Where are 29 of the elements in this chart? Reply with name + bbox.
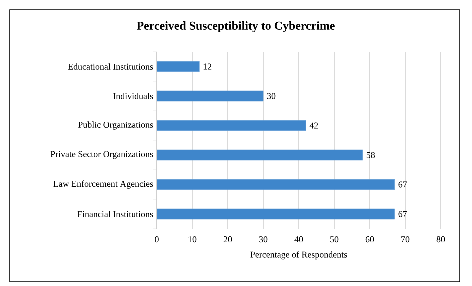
- y-tick-label: Educational Institutions: [68, 64, 154, 70]
- x-tick-label: 60: [366, 236, 374, 243]
- y-tick-label: Financial Institutions: [78, 211, 154, 218]
- x-tick-label: 50: [330, 236, 339, 243]
- x-tick-label: 20: [224, 236, 232, 243]
- x-tick-label: 70: [402, 236, 410, 243]
- x-tick-label: 30: [259, 236, 268, 243]
- y-tick-label: Private Sector Organizations: [50, 151, 154, 160]
- x-axis-title: Percentage of Respondents: [250, 251, 348, 260]
- data-label: 67: [398, 182, 408, 188]
- bar: [157, 150, 364, 161]
- bar: [157, 208, 396, 220]
- x-tick-label: 10: [188, 236, 197, 243]
- y-tick-label: Law Enforcement Agencies: [54, 180, 154, 189]
- data-label: 12: [204, 64, 212, 70]
- data-label: 67: [398, 211, 408, 218]
- bar: [157, 90, 264, 102]
- bar: [157, 120, 306, 132]
- chart-title: Perceived Susceptibility to Cybercrime: [136, 22, 335, 32]
- data-label: 42: [310, 122, 318, 129]
- data-label: 30: [267, 93, 276, 100]
- y-tick-label: Individuals: [113, 93, 154, 100]
- data-label: 58: [366, 152, 376, 158]
- y-tick-label: Public Organizations: [78, 122, 154, 130]
- x-tick-label: 0: [155, 236, 159, 243]
- bar: [157, 61, 200, 72]
- x-tick-label: 40: [294, 236, 304, 243]
- x-tick-label: 80: [436, 236, 446, 243]
- bar: [157, 179, 396, 190]
